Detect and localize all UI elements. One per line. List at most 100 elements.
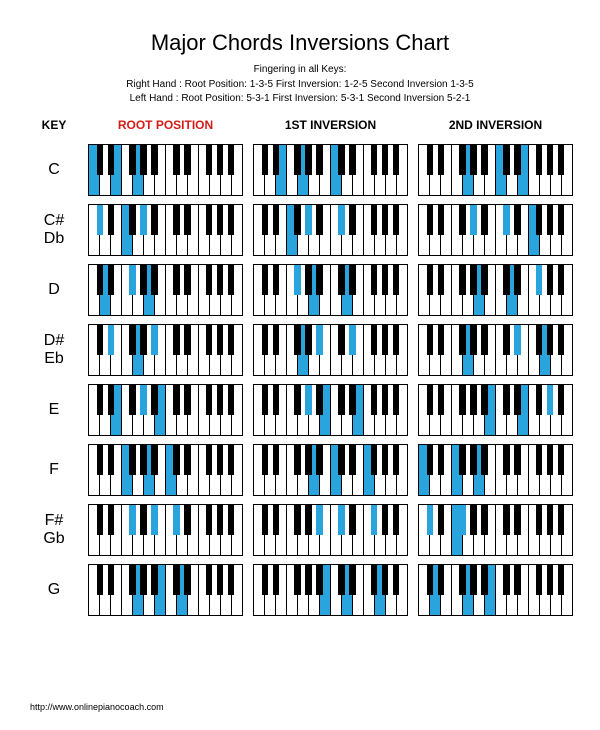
white-key [155, 385, 166, 435]
white-key [309, 385, 320, 435]
white-key [155, 505, 166, 555]
white-key [188, 565, 199, 615]
white-key [364, 325, 375, 375]
white-key [298, 505, 309, 555]
white-key [342, 205, 353, 255]
keyboard-diagram [418, 324, 573, 376]
white-key [122, 445, 133, 495]
key-label: G [30, 581, 78, 599]
white-key [397, 145, 407, 195]
white-key [221, 505, 232, 555]
white-key [298, 325, 309, 375]
white-key [463, 505, 474, 555]
white-key [540, 325, 551, 375]
white-key [287, 385, 298, 435]
keyboard-diagram [253, 444, 408, 496]
white-key [276, 565, 287, 615]
white-key [177, 385, 188, 435]
white-key [441, 385, 452, 435]
white-key [133, 565, 144, 615]
white-key [485, 265, 496, 315]
white-key [177, 205, 188, 255]
white-key [144, 505, 155, 555]
white-key [562, 565, 572, 615]
keyboard-diagram [88, 504, 243, 556]
footer-url: http://www.onlinepianocoach.com [30, 702, 164, 712]
white-key [122, 505, 133, 555]
white-key [430, 445, 441, 495]
white-key [430, 385, 441, 435]
white-key [89, 145, 100, 195]
white-key [364, 505, 375, 555]
key-label: C# Db [30, 212, 78, 247]
white-key [232, 265, 242, 315]
white-key [221, 385, 232, 435]
white-key [188, 505, 199, 555]
white-key [331, 325, 342, 375]
white-key [430, 565, 441, 615]
white-key [254, 145, 265, 195]
white-key [485, 145, 496, 195]
key-label: F [30, 461, 78, 479]
white-key [287, 565, 298, 615]
white-key [287, 445, 298, 495]
white-key [452, 145, 463, 195]
white-key [353, 445, 364, 495]
white-key [320, 325, 331, 375]
white-key [342, 445, 353, 495]
white-key [232, 205, 242, 255]
white-key [496, 445, 507, 495]
key-label: D [30, 281, 78, 299]
chart-subtitle: Fingering in all Keys: [30, 64, 570, 75]
white-key [144, 445, 155, 495]
white-key [155, 265, 166, 315]
white-key [397, 445, 407, 495]
white-key [155, 145, 166, 195]
white-key [320, 565, 331, 615]
white-key [463, 145, 474, 195]
white-key [100, 325, 111, 375]
white-key [166, 145, 177, 195]
white-key [254, 385, 265, 435]
white-key [199, 505, 210, 555]
white-key [386, 565, 397, 615]
white-key [485, 505, 496, 555]
white-key [452, 505, 463, 555]
fingering-line-right: Right Hand : Root Position: 1-3-5 First … [30, 79, 570, 90]
white-key [133, 145, 144, 195]
white-key [232, 325, 242, 375]
white-key [518, 325, 529, 375]
white-key [551, 565, 562, 615]
white-key [463, 445, 474, 495]
white-key [89, 265, 100, 315]
white-key [177, 325, 188, 375]
white-key [89, 445, 100, 495]
white-key [331, 565, 342, 615]
white-key [298, 385, 309, 435]
white-key [529, 385, 540, 435]
white-key [309, 145, 320, 195]
white-key [397, 565, 407, 615]
white-key [221, 145, 232, 195]
white-key [364, 445, 375, 495]
white-key [320, 505, 331, 555]
keyboard-diagram [88, 444, 243, 496]
white-key [122, 265, 133, 315]
white-key [287, 505, 298, 555]
white-key [529, 565, 540, 615]
white-key [331, 445, 342, 495]
white-key [122, 385, 133, 435]
white-key [496, 505, 507, 555]
white-key [419, 565, 430, 615]
white-key [375, 265, 386, 315]
white-key [331, 205, 342, 255]
white-key [529, 145, 540, 195]
white-key [452, 265, 463, 315]
white-key [111, 145, 122, 195]
keyboard-diagram [253, 324, 408, 376]
white-key [309, 505, 320, 555]
white-key [265, 505, 276, 555]
white-key [463, 325, 474, 375]
white-key [441, 265, 452, 315]
white-key [562, 265, 572, 315]
